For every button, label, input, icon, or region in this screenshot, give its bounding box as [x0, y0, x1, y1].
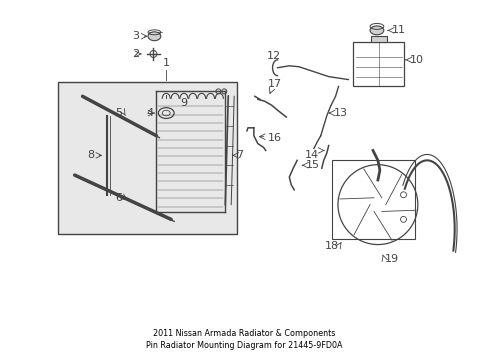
- Text: 2: 2: [132, 49, 140, 59]
- Text: 12: 12: [266, 51, 280, 61]
- Text: 7: 7: [236, 150, 243, 161]
- Ellipse shape: [148, 32, 161, 41]
- Text: 3: 3: [132, 31, 140, 41]
- Text: 9: 9: [180, 98, 187, 108]
- Text: 19: 19: [384, 254, 398, 264]
- Text: 1: 1: [163, 58, 169, 68]
- Text: 16: 16: [267, 133, 281, 143]
- Text: 10: 10: [408, 55, 423, 65]
- Text: 11: 11: [391, 25, 405, 35]
- Bar: [58, 82, 237, 234]
- Text: 4: 4: [146, 108, 153, 118]
- Text: 13: 13: [333, 108, 347, 118]
- Bar: [370, 36, 386, 42]
- Text: 18: 18: [324, 241, 338, 251]
- Text: 15: 15: [305, 160, 319, 170]
- Bar: [352, 42, 404, 86]
- Text: 17: 17: [267, 80, 281, 89]
- Text: 2011 Nissan Armada Radiator & Components
Pin Radiator Mounting Diagram for 21445: 2011 Nissan Armada Radiator & Components…: [145, 329, 342, 350]
- Text: 5: 5: [115, 108, 122, 118]
- Text: 6: 6: [115, 193, 122, 203]
- Bar: [331, 160, 414, 239]
- Text: 14: 14: [304, 150, 318, 161]
- Text: 8: 8: [87, 150, 94, 161]
- Ellipse shape: [369, 26, 383, 35]
